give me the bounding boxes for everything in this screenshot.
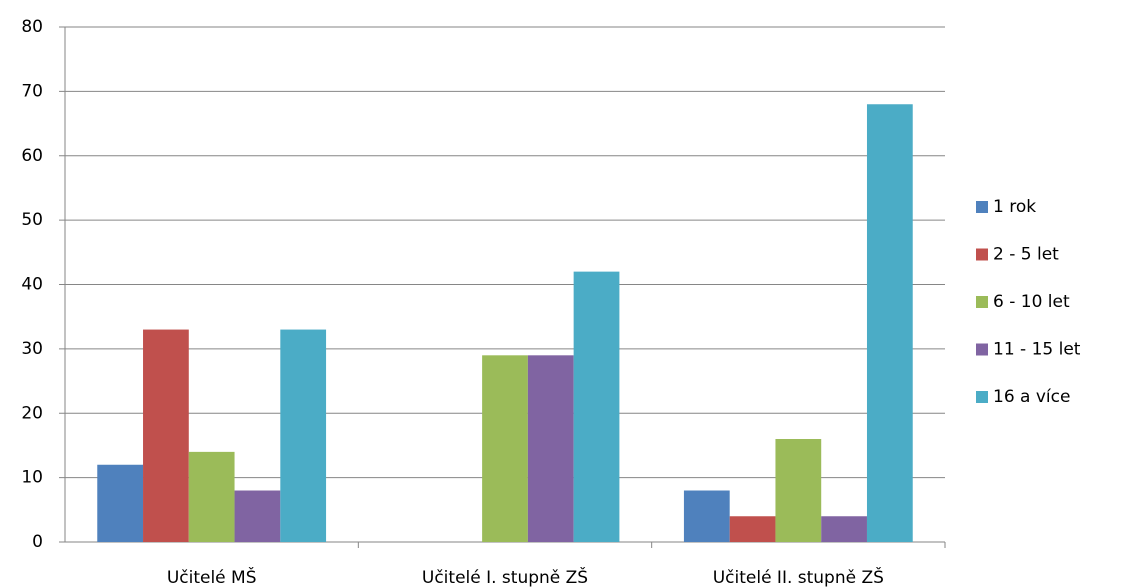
legend-label: 1 rok — [993, 197, 1036, 217]
y-tick-label: 50 — [21, 210, 43, 230]
legend-swatch — [976, 343, 988, 356]
bar — [234, 490, 281, 542]
bar — [280, 329, 327, 542]
legend-label: 11 - 15 let — [993, 340, 1081, 360]
legend-swatch — [976, 391, 988, 403]
y-tick-label: 0 — [32, 532, 43, 552]
legend-label: 16 a více — [993, 387, 1070, 407]
legend-label: 2 - 5 let — [993, 245, 1059, 265]
bar — [866, 104, 913, 542]
y-tick-label: 20 — [21, 403, 43, 423]
bar — [482, 355, 528, 542]
legend-label: 6 - 10 let — [993, 292, 1070, 312]
bar — [188, 451, 235, 542]
bar — [573, 271, 620, 542]
x-tick-label: Učitelé I. stupně ZŠ — [422, 566, 588, 587]
legend-swatch — [976, 296, 988, 308]
legend-swatch — [976, 248, 988, 261]
bar — [527, 355, 574, 542]
bar — [775, 439, 822, 542]
y-tick-label: 40 — [21, 275, 43, 295]
x-tick-label: Učitelé II. stupně ZŠ — [713, 566, 884, 587]
y-tick-label: 80 — [21, 17, 43, 37]
y-tick-label: 30 — [21, 339, 43, 359]
bar — [683, 490, 730, 542]
y-tick-label: 60 — [21, 146, 43, 166]
y-tick-label: 10 — [21, 468, 43, 488]
x-tick-label: Učitelé MŠ — [167, 566, 257, 587]
bar — [821, 516, 867, 542]
bar — [143, 329, 189, 542]
bar — [729, 516, 776, 542]
y-tick-label: 70 — [21, 81, 43, 101]
bar — [97, 464, 144, 542]
legend-swatch — [976, 201, 988, 213]
